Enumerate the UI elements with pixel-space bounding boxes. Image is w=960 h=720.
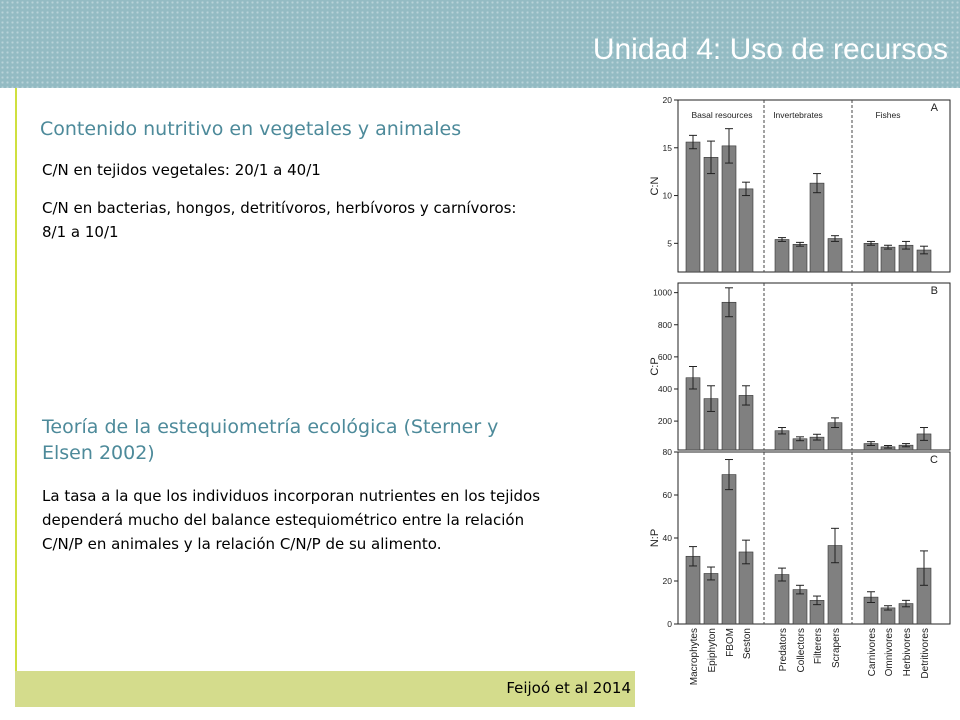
y-tick-label: 10 <box>663 191 673 201</box>
panel-label: A <box>931 102 939 114</box>
panel-frame-B <box>677 282 951 451</box>
group-label: Fishes <box>875 110 900 120</box>
header-texture <box>0 0 960 88</box>
y-tick-label: 40 <box>663 533 673 543</box>
bar <box>827 238 843 273</box>
y-tick-label: 20 <box>663 95 673 105</box>
panel-frame-C <box>677 451 951 625</box>
category-label: Herbivores <box>902 628 913 676</box>
panel-label: B <box>931 285 938 297</box>
left-accent-rule <box>15 88 17 672</box>
bar <box>880 246 896 273</box>
category-label: Epiphyton <box>707 628 718 672</box>
text-cn-plants: C/N en tejidos vegetales: 20/1 a 40/1 <box>42 161 321 179</box>
bar <box>809 182 825 273</box>
y-tick-label: 80 <box>663 447 673 457</box>
y-axis-label: C:P <box>649 357 661 375</box>
y-tick-label: 800 <box>658 320 672 330</box>
y-axis-label: C:N <box>649 176 661 195</box>
text-cn-animals: C/N en bacterias, hongos, detritívoros, … <box>42 199 517 241</box>
text-stoichiometry-body: La tasa a la que los individuos incorpor… <box>42 487 541 553</box>
category-label: Predators <box>778 628 789 671</box>
bar <box>703 157 719 273</box>
footer-citation: Feijoó et al 2014 <box>506 679 631 697</box>
y-tick-label: 400 <box>658 384 672 394</box>
category-label: Macrophytes <box>689 628 700 685</box>
bar <box>721 474 737 625</box>
category-label: Scrapers <box>831 628 842 668</box>
bar <box>792 589 808 625</box>
bar <box>863 243 879 273</box>
y-tick-label: 15 <box>663 143 673 153</box>
category-label: Seston <box>742 628 753 659</box>
panel-label: C <box>930 454 938 466</box>
y-tick-label: 200 <box>658 416 672 426</box>
group-label: Invertebrates <box>773 110 823 120</box>
category-label: FBOM <box>725 628 736 657</box>
bar <box>703 573 719 625</box>
bar <box>721 301 737 451</box>
footer-bar: Feijoó et al 2014 <box>15 671 635 707</box>
section-heading-stoichiometry: Teoría de la estequiometría ecológica (S… <box>42 416 499 464</box>
category-label: Collectors <box>796 628 807 672</box>
header-banner: Unidad 4: Uso de recursos <box>0 0 960 88</box>
category-label: Omnivores <box>884 628 895 676</box>
y-tick-label: 1000 <box>653 288 672 298</box>
bar <box>738 188 754 273</box>
y-axis-label: N:P <box>649 529 661 547</box>
category-label: Carnivores <box>867 628 878 676</box>
bar <box>721 145 737 273</box>
y-tick-label: 5 <box>667 238 672 248</box>
bar <box>792 243 808 273</box>
group-label: Basal resources <box>692 110 753 120</box>
page-title: Unidad 4: Uso de recursos <box>592 33 948 66</box>
bar <box>774 574 790 625</box>
category-label: Detritivores <box>920 628 931 679</box>
y-tick-label: 600 <box>658 352 672 362</box>
y-tick-label: 0 <box>667 619 672 629</box>
category-label: Filterers <box>813 628 824 664</box>
bar <box>774 239 790 273</box>
section-heading-nutrients: Contenido nutritivo en vegetales y anima… <box>40 118 462 140</box>
bar <box>685 141 701 273</box>
y-tick-label: 20 <box>663 576 673 586</box>
y-tick-label: 60 <box>663 490 673 500</box>
